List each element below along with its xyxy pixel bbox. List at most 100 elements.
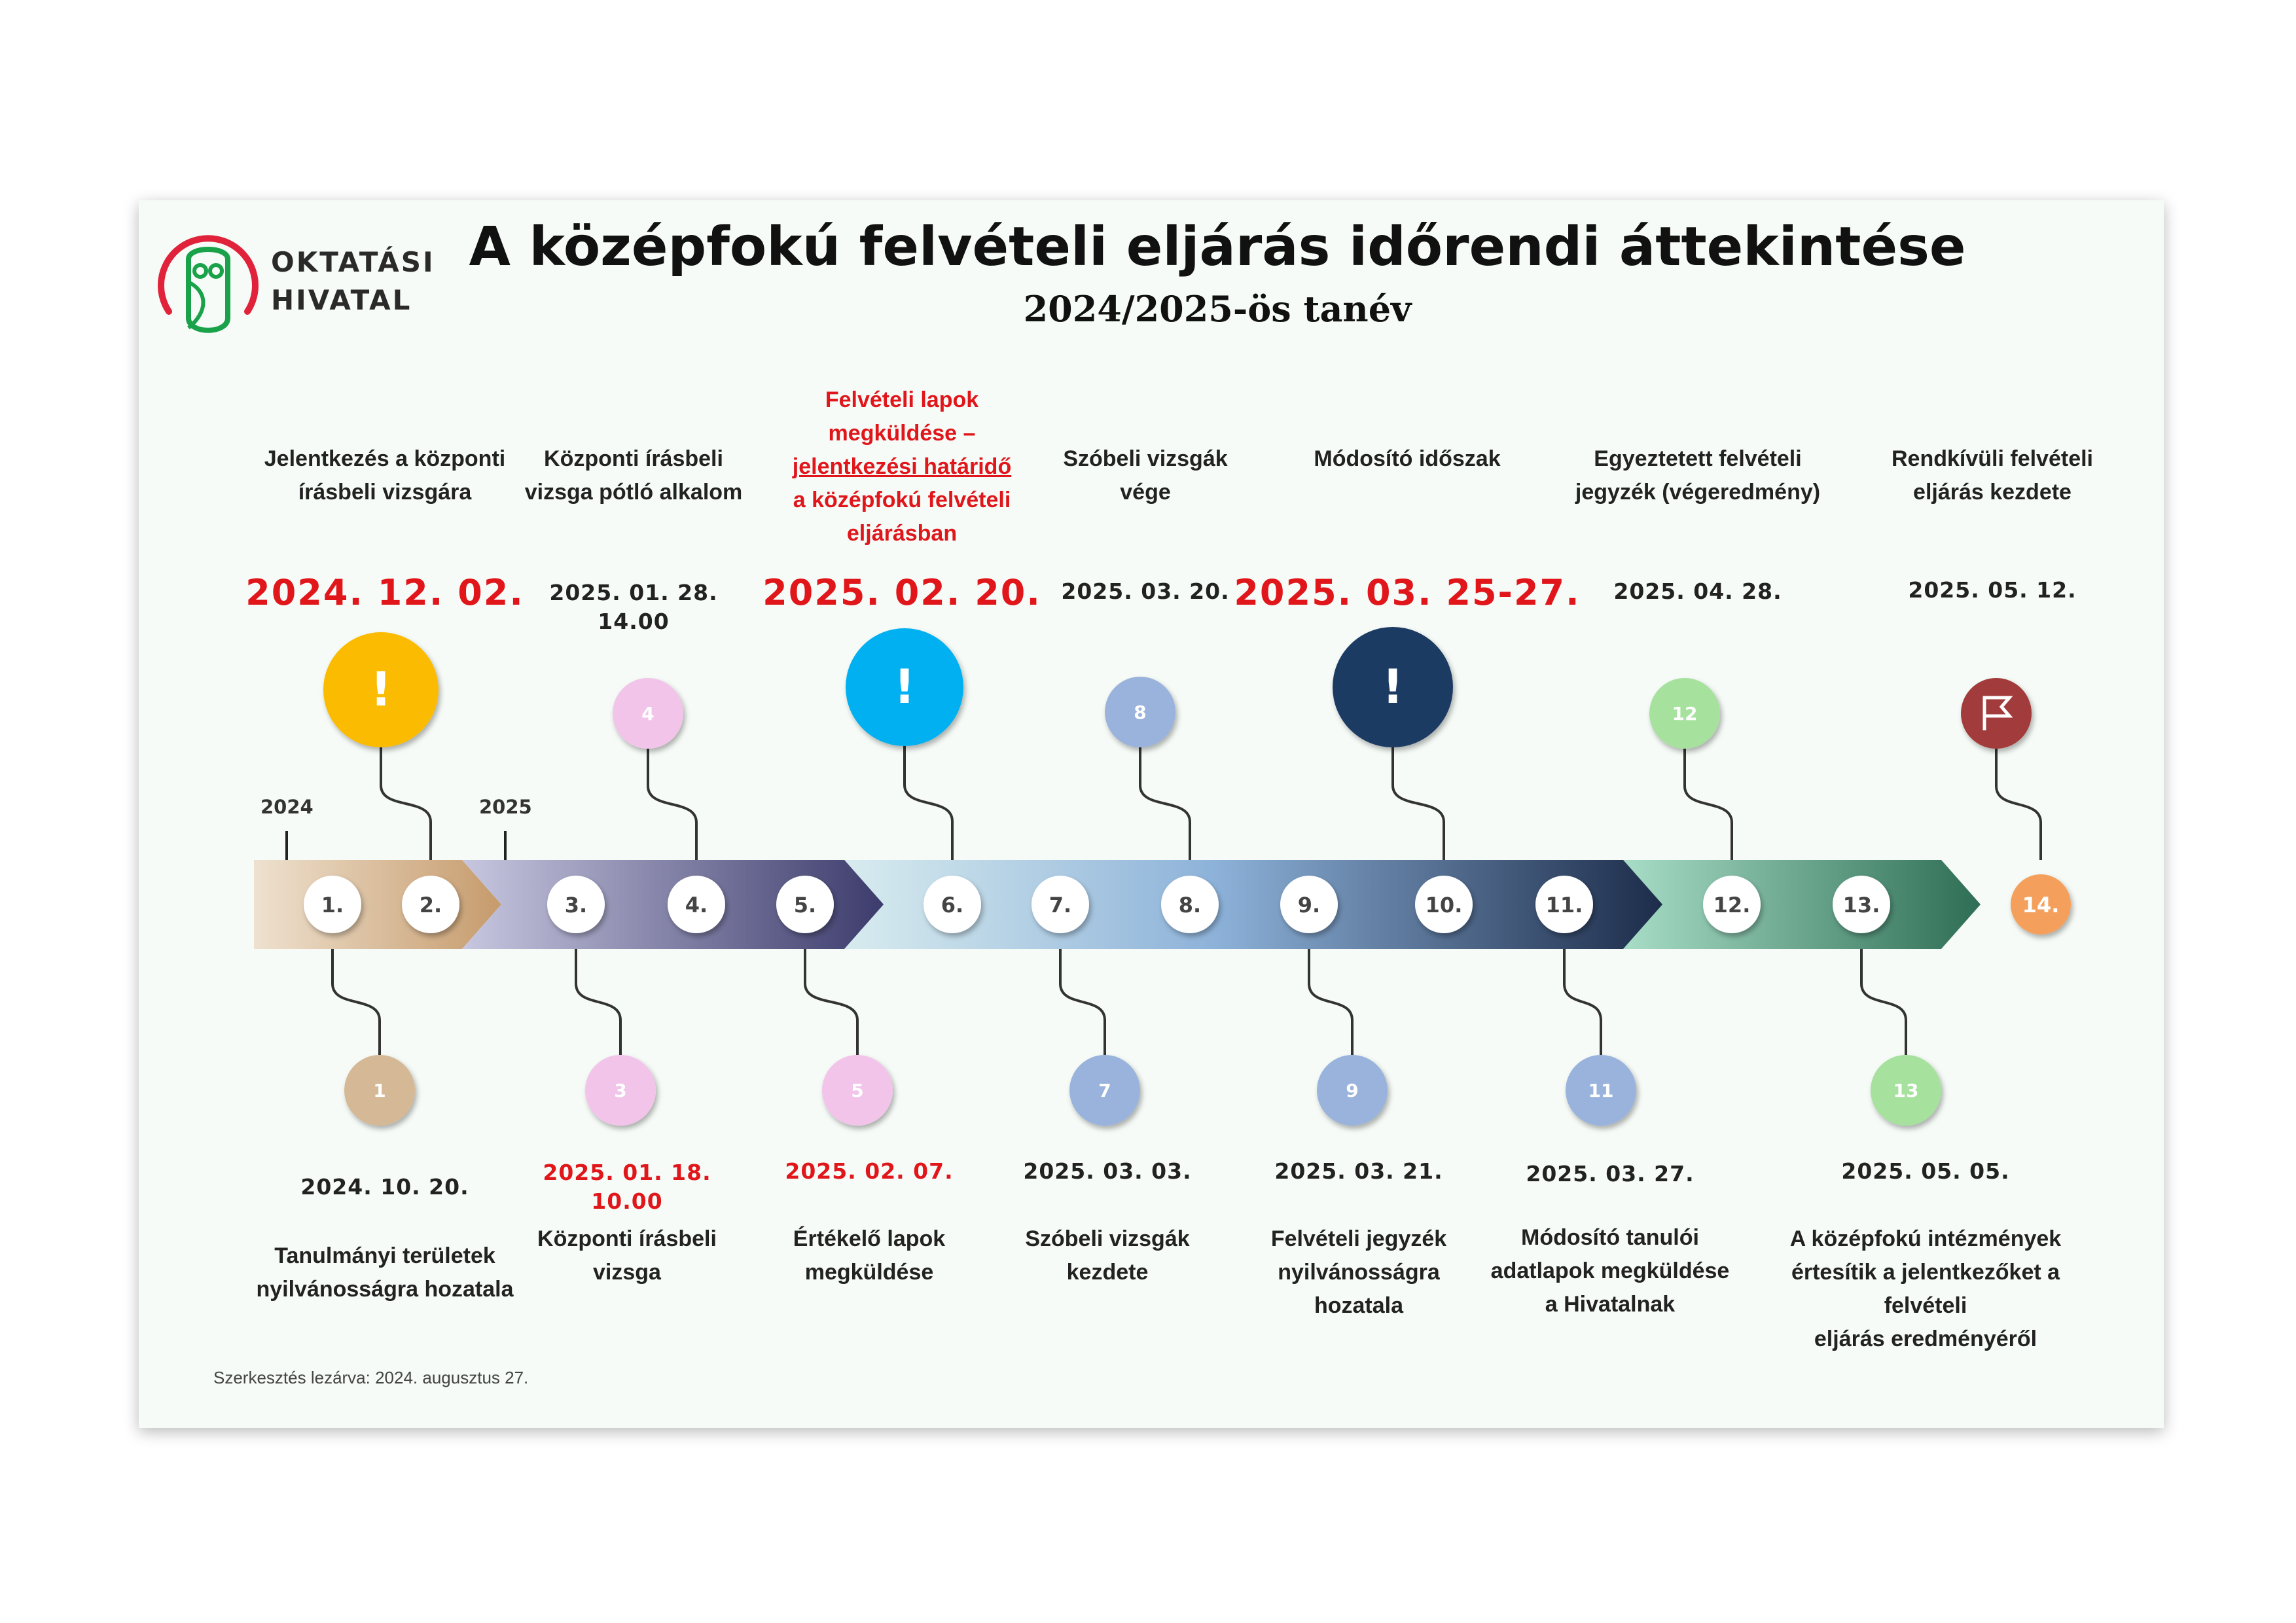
bottom-event-label-5-line: hozatala — [1314, 1293, 1404, 1318]
step-number-4: 4. — [685, 893, 708, 918]
step-number-1: 1. — [321, 893, 344, 918]
top-marker-number-4: 8 — [1134, 702, 1146, 723]
bottom-event-label-5: Felvételi jegyzék nyilvánosságra hozatala — [1162, 1222, 1555, 1323]
bottom-event-label-3: Értékelő lapok megküldése — [673, 1222, 1066, 1289]
arrow-segment-4 — [1623, 860, 1981, 949]
step-circle-4 — [668, 876, 725, 933]
step-number-10: 10. — [1426, 893, 1463, 918]
top-marker-3 — [846, 628, 963, 746]
bottom-event-label-2-line: Központi írásbeli — [537, 1226, 717, 1251]
top-event-label-4-line: vége — [1120, 480, 1171, 505]
footer-note: Szerkesztés lezárva: 2024. augusztus 27. — [213, 1368, 529, 1387]
top-event-label-3: Felvételi lapok megküldése – jelentkezési … — [706, 383, 1098, 550]
bottom-event-date-6: 2025. 03. 27. — [1414, 1160, 1806, 1188]
top-event-date-2-line: 14.00 — [598, 609, 670, 634]
top-connector-3 — [903, 746, 954, 860]
flag-icon — [1982, 696, 2013, 730]
step-circle-10 — [1415, 876, 1473, 933]
bottom-event-label-1-line: nyilvánosságra hozatala — [256, 1277, 514, 1302]
bottom-marker-6 — [1566, 1055, 1636, 1126]
bottom-event-label-1-line: Tanulmányi területek — [274, 1243, 495, 1268]
top-event-date-7-line: 2025. 05. 12. — [1908, 577, 2077, 603]
step-circle-6 — [924, 876, 981, 933]
bottom-marker-number-4: 7 — [1098, 1080, 1111, 1101]
top-event-label-7: Rendkívüli felvételi eljárás kezdete — [1796, 442, 2189, 509]
bottom-event-date-5-line: 2025. 03. 21. — [1274, 1158, 1443, 1184]
top-event-label-3-line: Felvételi lapok — [825, 387, 979, 412]
flag-banner — [1982, 696, 2013, 718]
top-connector-2 — [647, 749, 698, 860]
bottom-event-date-1: 2024. 10. 20. — [188, 1173, 581, 1202]
top-event-date-6-line: 2025. 04. 28. — [1613, 579, 1782, 604]
bottom-connector-3 — [804, 949, 859, 1055]
top-marker-number-6: 12 — [1672, 703, 1698, 724]
top-event-date-3-line: 2025. 02. 20. — [762, 572, 1041, 613]
step-number-6: 6. — [941, 893, 963, 918]
exclamation-icon: ! — [1382, 659, 1404, 714]
step-circle-5 — [776, 876, 834, 933]
top-event-date-7: 2025. 05. 12. — [1796, 576, 2189, 605]
top-connector-6 — [1683, 749, 1733, 860]
top-event-label-3-line: eljárásban — [846, 521, 958, 546]
bottom-marker-number-3: 5 — [851, 1080, 863, 1101]
top-connector-4 — [1139, 747, 1191, 860]
bottom-event-label-7-line: A középfokú intézmények — [1789, 1226, 2062, 1251]
step-circle-8 — [1161, 876, 1219, 933]
top-event-date-2: 2025. 01. 28. 14.00 — [437, 579, 830, 636]
step-circle-14 — [2011, 874, 2071, 935]
top-event-date-4-line: 2025. 03. 20. — [1061, 579, 1230, 604]
top-event-label-7-line: Rendkívüli felvételi — [1892, 446, 2093, 471]
top-event-label-5-line: Módosító időszak — [1314, 446, 1501, 471]
bottom-event-label-7-line: felvételi — [1884, 1293, 1967, 1318]
top-marker-5 — [1333, 627, 1453, 747]
bottom-event-date-5: 2025. 03. 21. — [1162, 1157, 1555, 1186]
step-circle-12 — [1703, 876, 1761, 933]
step-number-3: 3. — [565, 893, 587, 918]
bottom-event-date-6-line: 2025. 03. 27. — [1526, 1161, 1695, 1186]
top-event-date-1: 2024. 12. 02. — [188, 573, 581, 613]
bottom-event-date-7: 2025. 05. 05. — [1729, 1157, 2122, 1186]
step-number-5: 5. — [794, 893, 816, 918]
top-connector-1 — [380, 747, 432, 860]
step-number-13: 13. — [1843, 893, 1880, 918]
bottom-connector-5 — [1308, 949, 1354, 1055]
bottom-event-date-2: 2025. 01. 18. 10.00 — [431, 1158, 823, 1216]
top-event-label-3-line: jelentkezési határidő — [792, 454, 1012, 479]
bottom-event-date-4-line: 2025. 03. 03. — [1023, 1158, 1192, 1184]
bottom-event-label-2: Központi írásbeli vizsga — [431, 1222, 823, 1289]
logo-line-2: HIVATAL — [271, 284, 412, 316]
top-marker-6 — [1649, 678, 1720, 749]
bottom-connector-1 — [331, 949, 381, 1055]
step-circle-7 — [1031, 876, 1089, 933]
owl-logo-icon — [158, 235, 259, 333]
bottom-event-date-3-line: 2025. 02. 07. — [785, 1158, 954, 1184]
bottom-event-label-6-line: a Hivatalnak — [1545, 1292, 1676, 1317]
step-number-11: 11. — [1546, 893, 1583, 918]
page-subtitle: 2024/2025-ös tanév — [1023, 288, 1412, 330]
top-event-label-4-line: Szóbeli vizsgák — [1063, 446, 1228, 471]
top-event-label-6-line: jegyzék (végeredmény) — [1575, 480, 1821, 505]
bottom-event-label-1: Tanulmányi területek nyilvánosságra hozat… — [188, 1240, 581, 1306]
step-circle-9 — [1280, 876, 1338, 933]
top-event-label-2: Központi írásbeli vizsga pótló alkalom — [437, 442, 830, 509]
top-event-label-7-line: eljárás kezdete — [1913, 480, 2072, 505]
top-event-label-2-line: vizsga pótló alkalom — [524, 480, 743, 505]
bottom-event-date-2-line: 10.00 — [591, 1188, 663, 1214]
arrow-segment-1 — [254, 860, 501, 949]
top-marker-1 — [323, 632, 439, 747]
timeline-card — [139, 200, 2164, 1428]
year-label-2024: 2024 — [260, 796, 314, 818]
top-event-date-1-line: 2024. 12. 02. — [245, 572, 524, 613]
top-event-label-4: Szóbeli vizsgák vége — [949, 442, 1342, 509]
bottom-event-date-1-line: 2024. 10. 20. — [300, 1174, 469, 1200]
exclamation-icon: ! — [370, 662, 392, 717]
top-event-date-3: 2025. 02. 20. — [706, 573, 1098, 613]
top-marker-2 — [613, 678, 683, 749]
top-event-date-4: 2025. 03. 20. — [949, 577, 1342, 606]
bottom-marker-4 — [1069, 1055, 1140, 1126]
bottom-event-date-2-line: 2025. 01. 18. — [543, 1160, 711, 1185]
bottom-event-label-2-line: vizsga — [593, 1260, 661, 1285]
top-event-label-1-line: Jelentkezés a központi — [264, 446, 506, 471]
top-connector-7 — [1995, 749, 2042, 860]
